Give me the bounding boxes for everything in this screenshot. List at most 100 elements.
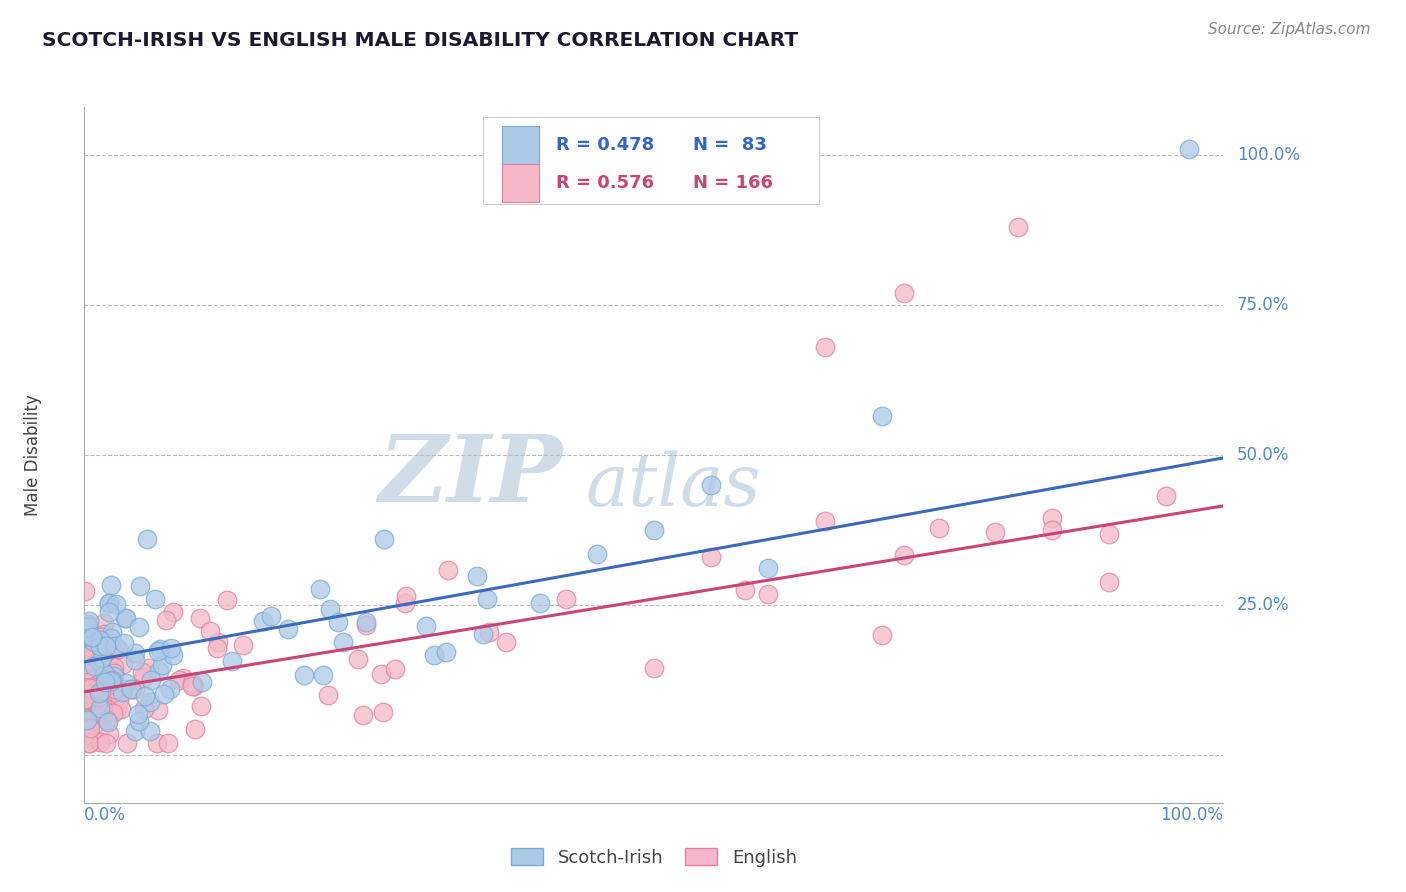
Point <box>188 611 211 625</box>
Point <box>75 733 97 747</box>
Point <box>221 654 243 668</box>
Point <box>77 687 100 701</box>
Text: 100.0%: 100.0% <box>1160 805 1223 824</box>
Point <box>94 639 117 653</box>
Point <box>75 627 97 641</box>
Point <box>157 736 180 750</box>
Point <box>370 666 392 681</box>
Point <box>643 523 665 537</box>
Point <box>105 703 128 717</box>
Point <box>79 663 101 677</box>
Point <box>1098 574 1121 589</box>
Point <box>555 592 578 607</box>
Point <box>373 532 395 546</box>
Point <box>160 641 183 656</box>
Point <box>98 605 121 619</box>
Point <box>124 646 146 660</box>
Text: N = 166: N = 166 <box>693 174 772 193</box>
Point <box>128 714 150 728</box>
Point <box>104 682 127 697</box>
Point <box>73 584 96 599</box>
Point <box>77 659 100 673</box>
Point <box>76 646 98 660</box>
Point <box>77 696 100 710</box>
Point <box>353 708 375 723</box>
Text: 100.0%: 100.0% <box>1237 146 1301 164</box>
Point <box>80 689 103 703</box>
Text: R = 0.576: R = 0.576 <box>555 174 654 193</box>
Point <box>98 651 121 665</box>
Point <box>77 693 100 707</box>
Point <box>73 707 96 722</box>
Point <box>1007 219 1029 234</box>
Point <box>76 635 98 649</box>
Point <box>145 736 167 750</box>
Point <box>232 638 254 652</box>
Bar <box>502 126 538 164</box>
Point <box>94 667 117 681</box>
Point <box>100 671 122 685</box>
Point <box>75 665 97 680</box>
Point <box>128 579 150 593</box>
Point <box>77 736 100 750</box>
Point <box>73 657 96 671</box>
Point <box>384 662 406 676</box>
Point <box>191 675 214 690</box>
Point <box>73 649 96 664</box>
Point <box>1042 523 1064 537</box>
Point <box>77 712 100 726</box>
Point <box>75 693 97 707</box>
Point <box>394 596 416 610</box>
Point <box>75 647 97 661</box>
Point <box>76 620 98 634</box>
Point <box>100 674 122 689</box>
Point <box>112 681 135 696</box>
Point <box>103 669 125 683</box>
Point <box>141 673 163 687</box>
Point <box>79 671 101 685</box>
Point <box>354 617 377 632</box>
Point <box>316 688 339 702</box>
Point <box>73 663 96 677</box>
Point <box>83 634 105 648</box>
Point <box>465 569 488 583</box>
Point <box>73 663 96 677</box>
Point <box>83 658 105 673</box>
Point <box>98 596 121 610</box>
Point <box>79 681 101 696</box>
Point <box>77 736 100 750</box>
Point <box>77 617 100 632</box>
Point <box>93 703 115 717</box>
Point <box>76 695 98 709</box>
Point <box>76 665 98 679</box>
Point <box>138 660 160 674</box>
Point <box>89 704 111 718</box>
Point <box>77 644 100 658</box>
Point <box>112 657 135 671</box>
Point <box>77 687 100 701</box>
Point <box>97 596 120 610</box>
Point <box>75 676 97 690</box>
Point <box>128 620 150 634</box>
Point <box>84 675 107 690</box>
Point <box>96 643 118 657</box>
Point <box>84 734 107 748</box>
Point <box>101 695 124 709</box>
Point <box>159 682 181 697</box>
Point <box>105 597 128 611</box>
Point <box>149 642 172 657</box>
Point <box>96 713 118 727</box>
Point <box>148 704 170 718</box>
Point <box>138 696 160 710</box>
Point <box>87 698 110 713</box>
Point <box>814 340 837 354</box>
Point <box>97 726 120 740</box>
Point <box>277 622 299 636</box>
Point <box>80 688 103 702</box>
Point <box>415 619 437 633</box>
Point <box>76 730 98 744</box>
Point <box>76 711 98 725</box>
Point <box>734 582 756 597</box>
Text: 25.0%: 25.0% <box>1237 596 1289 614</box>
Point <box>77 614 100 628</box>
